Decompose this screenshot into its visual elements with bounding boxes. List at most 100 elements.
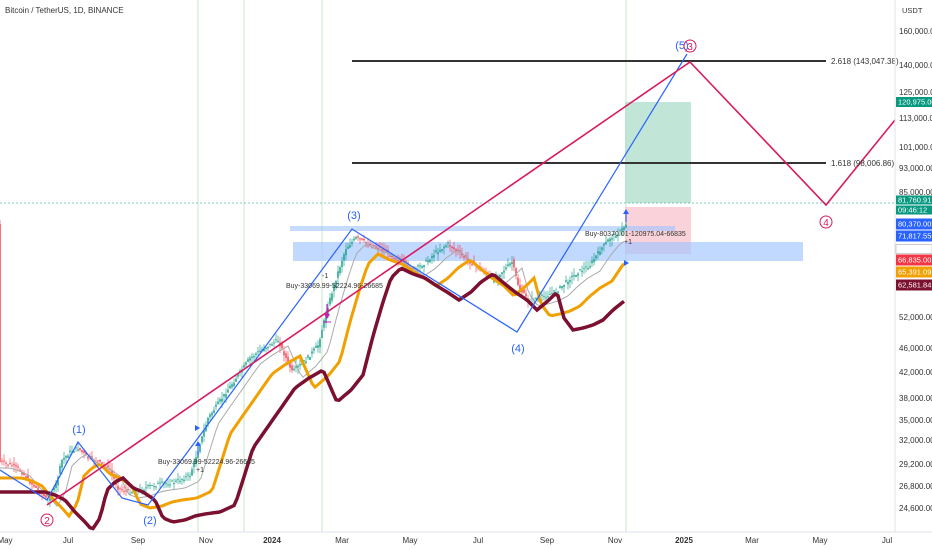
candle-body (193, 461, 195, 467)
candle-body (559, 286, 561, 288)
candle-body (421, 266, 423, 268)
candle-body (227, 389, 229, 393)
y-tick-label: 52,000.00 (899, 313, 932, 322)
y-tick-label: 85,000.00 (899, 188, 932, 197)
candle-body (237, 374, 239, 377)
red-wave-4-label: 4 (823, 218, 829, 229)
x-tick-label: Jul (473, 536, 483, 545)
candle-body (13, 463, 15, 466)
candle-body (23, 472, 25, 475)
candle-body (445, 245, 447, 248)
x-tick-label: May (812, 536, 827, 545)
x-tick-label: 2024 (263, 536, 281, 545)
candle-body (361, 238, 363, 240)
price-tag: 71,817.55 (896, 230, 932, 242)
x-tick-label: Mar (335, 536, 349, 545)
candle-body (573, 274, 575, 277)
candle-body (329, 297, 331, 305)
buy-signal-3: Buy-80370.01-120975.04-66835 (585, 231, 686, 238)
candle-body (343, 254, 345, 261)
candle-body (207, 417, 209, 425)
candle-body (313, 348, 315, 351)
candle-body (397, 260, 399, 262)
candle-body (501, 272, 503, 275)
candle-body (569, 280, 571, 283)
price-tag: 65,391.09 (896, 266, 932, 278)
candle-body (345, 249, 347, 256)
candle-body (429, 259, 431, 263)
candle-body (45, 495, 47, 498)
candle-body (155, 486, 157, 488)
candle-body (273, 342, 275, 344)
candle-body (5, 462, 7, 464)
candle-body (65, 455, 67, 458)
candle-body (365, 242, 367, 244)
candle-body (187, 474, 189, 476)
candle-body (467, 258, 469, 261)
candle-body (97, 460, 99, 462)
candle-body (195, 457, 197, 464)
fib-upper-label: 2.618 (143,047.38) (831, 57, 899, 66)
y-tick-label: 160,000.00 (899, 27, 932, 36)
price-tag-label: 71,817.55 (898, 232, 931, 241)
elliott-wave-blue (0, 53, 688, 506)
candle-body (319, 338, 321, 348)
x-tick-label: Sep (540, 536, 555, 545)
candle-body (37, 487, 39, 490)
y-tick-label: 35,000.00 (899, 416, 932, 425)
candle-body (69, 450, 71, 453)
ema-orange-line (0, 252, 626, 519)
candle-body (347, 246, 349, 249)
candle-body (333, 284, 335, 292)
candle-body (101, 462, 103, 464)
candle-body (259, 350, 261, 353)
candle-body (53, 487, 55, 491)
candle-body (425, 260, 427, 262)
y-axis[interactable]: 160,000.00 140,000.00 125,000.00 113,000.00… (899, 27, 932, 513)
red-wave-3-marker: 3 (683, 39, 697, 53)
candle-body (107, 465, 109, 468)
candle-body (363, 238, 365, 241)
candle-body (125, 490, 127, 492)
candle-body (297, 365, 299, 368)
buy-signal-3-sub: +1 (624, 239, 632, 246)
price-tag-label: 09:46:12 (898, 206, 927, 215)
candle-body (121, 489, 123, 491)
candle-body (325, 314, 327, 323)
candle-body (131, 492, 133, 494)
candle-body (471, 264, 473, 266)
candle-body (215, 404, 217, 407)
candle-body (255, 353, 257, 355)
y-tick-label: 42,000.00 (899, 368, 932, 377)
candle-body (505, 267, 507, 270)
candle-body (613, 234, 615, 236)
candle-body (209, 414, 211, 418)
candle-body (503, 270, 505, 273)
wave-label-2: (2) (143, 515, 156, 527)
y-tick-label: 101,000.00 (899, 143, 932, 152)
sell-arrow-icon (323, 304, 331, 323)
candle-body (229, 385, 231, 389)
candle-body (511, 262, 513, 265)
price-tag-label: 65,391.09 (898, 268, 931, 277)
candle-body (567, 281, 569, 285)
x-axis[interactable]: May Jul Sep Nov 2024 Mar May Jul Sep Nov 2025 Mar Ma… (0, 536, 892, 545)
candle-body (525, 293, 527, 297)
candle-body (189, 475, 191, 478)
candle-body (615, 236, 617, 239)
x-tick-label: Jul (882, 536, 892, 545)
candle-body (357, 236, 359, 238)
price-tag-label: 81,760.91 (898, 196, 931, 205)
candle-body (441, 249, 443, 251)
red-wave-3-label: 3 (687, 42, 693, 53)
candle-body (123, 490, 125, 492)
candle-body (257, 351, 259, 353)
y-tick-label: 26,800.00 (899, 482, 932, 491)
candle-body (291, 365, 293, 371)
candle-body (35, 485, 37, 488)
candle-body (601, 247, 603, 250)
y-tick-label: 125,000.00 (899, 88, 932, 97)
candle-body (557, 291, 559, 294)
